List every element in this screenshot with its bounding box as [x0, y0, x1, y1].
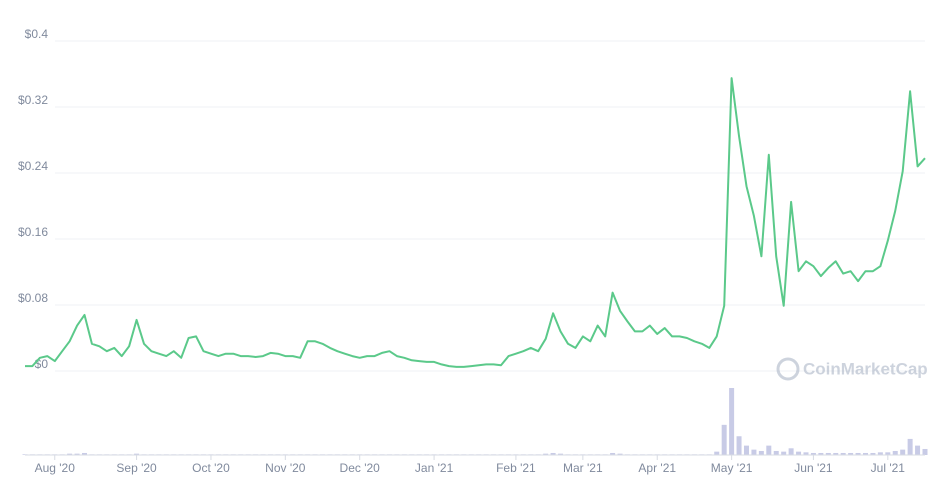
- volume-bar: [900, 449, 906, 455]
- volume-bar: [885, 452, 891, 455]
- y-tick-label: $0.16: [18, 225, 48, 239]
- volume-bar: [803, 452, 809, 455]
- volume-bar: [67, 453, 73, 455]
- volume-bar: [781, 451, 787, 455]
- volume-bar: [788, 448, 794, 455]
- x-tick-label: Mar '21: [563, 461, 603, 475]
- volume-bar: [855, 452, 861, 455]
- volume-bar: [862, 452, 868, 455]
- x-tick-label: Feb '21: [496, 461, 536, 475]
- x-tick-label: Nov '20: [265, 461, 306, 475]
- volume-bar: [617, 453, 623, 455]
- volume-bar: [766, 445, 772, 455]
- y-tick-label: $0.24: [18, 159, 48, 173]
- volume-bar: [82, 452, 88, 455]
- price-line: [25, 77, 926, 368]
- volume-bar: [810, 452, 816, 455]
- volume-bar: [550, 452, 556, 455]
- volume-bar: [892, 450, 898, 455]
- volume-bar: [558, 453, 564, 455]
- volume-bar: [134, 453, 140, 455]
- y-tick-label: $0.08: [18, 291, 48, 305]
- volume-bar: [773, 450, 779, 455]
- x-tick-label: Jul '21: [871, 461, 906, 475]
- volume-bar: [543, 453, 549, 455]
- x-tick-label: Dec '20: [340, 461, 381, 475]
- x-tick-label: Sep '20: [116, 461, 157, 475]
- y-tick-label: $0: [35, 357, 49, 371]
- volume-bar: [825, 452, 831, 455]
- volume-bar: [796, 451, 802, 455]
- x-tick-label: Oct '20: [192, 461, 230, 475]
- volume-bar: [736, 436, 742, 455]
- volume-bar: [833, 452, 839, 455]
- plot: $0 $0.08 $0.16 $0.24 $0.32 $0.4 Aug '20 Sep '20…: [18, 27, 928, 475]
- volume-bar: [870, 452, 876, 455]
- volume-bar: [848, 452, 854, 455]
- volume-bar: [922, 448, 928, 455]
- watermark: CoinMarketCap: [776, 357, 928, 381]
- volume-bar: [751, 449, 757, 455]
- x-tick-label: May '21: [711, 461, 753, 475]
- volume-bar: [714, 451, 720, 455]
- x-tick-label: Jan '21: [415, 461, 454, 475]
- volume-bar: [818, 452, 824, 455]
- x-tick-label: Aug '20: [35, 461, 76, 475]
- volume-bar: [840, 452, 846, 455]
- volume-bar: [721, 424, 727, 455]
- volume-bar: [729, 388, 735, 455]
- watermark-logo: [776, 357, 800, 381]
- volume-bar: [610, 452, 616, 455]
- volume-bar: [915, 445, 921, 455]
- x-tick-label: Jun '21: [794, 461, 833, 475]
- volume-bar: [907, 438, 913, 455]
- volume-bar: [758, 450, 764, 455]
- y-tick-label: $0.32: [18, 93, 48, 107]
- x-tick-label: Apr '21: [638, 461, 676, 475]
- watermark-text: CoinMarketCap: [803, 359, 928, 378]
- volume-bar: [74, 453, 80, 455]
- volume-bar: [743, 445, 749, 455]
- y-tick-label: $0.4: [25, 27, 49, 41]
- volume-bar: [877, 452, 883, 455]
